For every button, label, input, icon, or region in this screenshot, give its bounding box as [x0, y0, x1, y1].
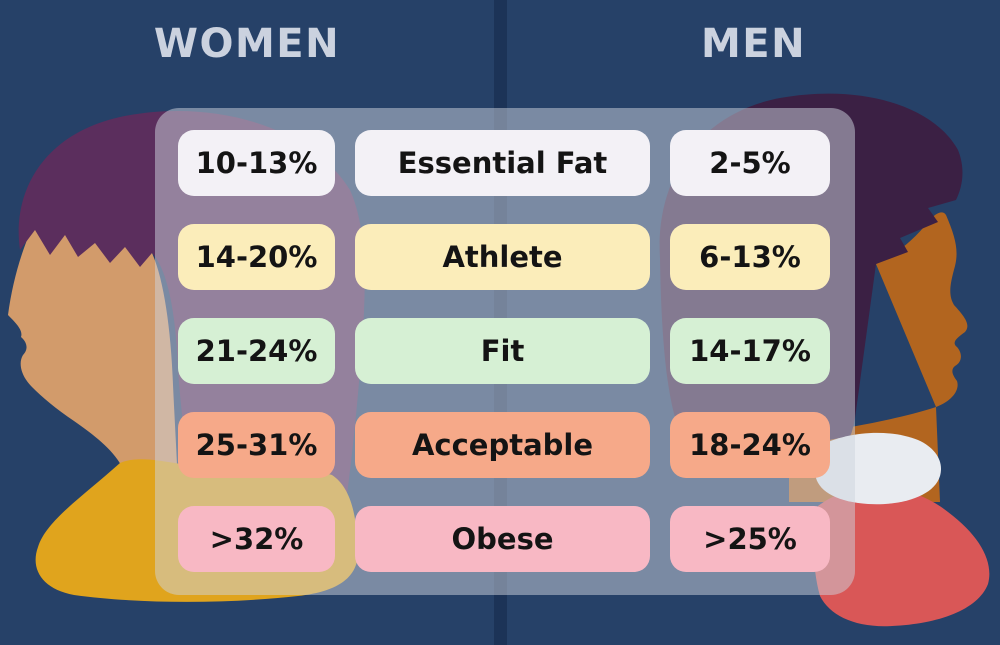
women-range-pill: 14-20% — [178, 224, 335, 290]
men-range-pill: >25% — [670, 506, 830, 572]
women-range-pill: 25-31% — [178, 412, 335, 478]
men-column-header: MEN — [700, 21, 807, 67]
category-pill: Obese — [355, 506, 650, 572]
category-pill: Essential Fat — [355, 130, 650, 196]
category-pill: Athlete — [355, 224, 650, 290]
men-range-pill: 6-13% — [670, 224, 830, 290]
women-column-header: WOMEN — [153, 21, 341, 67]
men-range-pill: 14-17% — [670, 318, 830, 384]
men-range-pill: 18-24% — [670, 412, 830, 478]
category-pill: Fit — [355, 318, 650, 384]
category-pill: Acceptable — [355, 412, 650, 478]
body-fat-table: 10-13% Essential Fat 2-5% 14-20% Athlete… — [155, 108, 855, 595]
women-range-pill: >32% — [178, 506, 335, 572]
women-range-pill: 21-24% — [178, 318, 335, 384]
man-shirt — [813, 487, 990, 627]
man-face — [789, 212, 968, 502]
men-range-pill: 2-5% — [670, 130, 830, 196]
women-range-pill: 10-13% — [178, 130, 335, 196]
